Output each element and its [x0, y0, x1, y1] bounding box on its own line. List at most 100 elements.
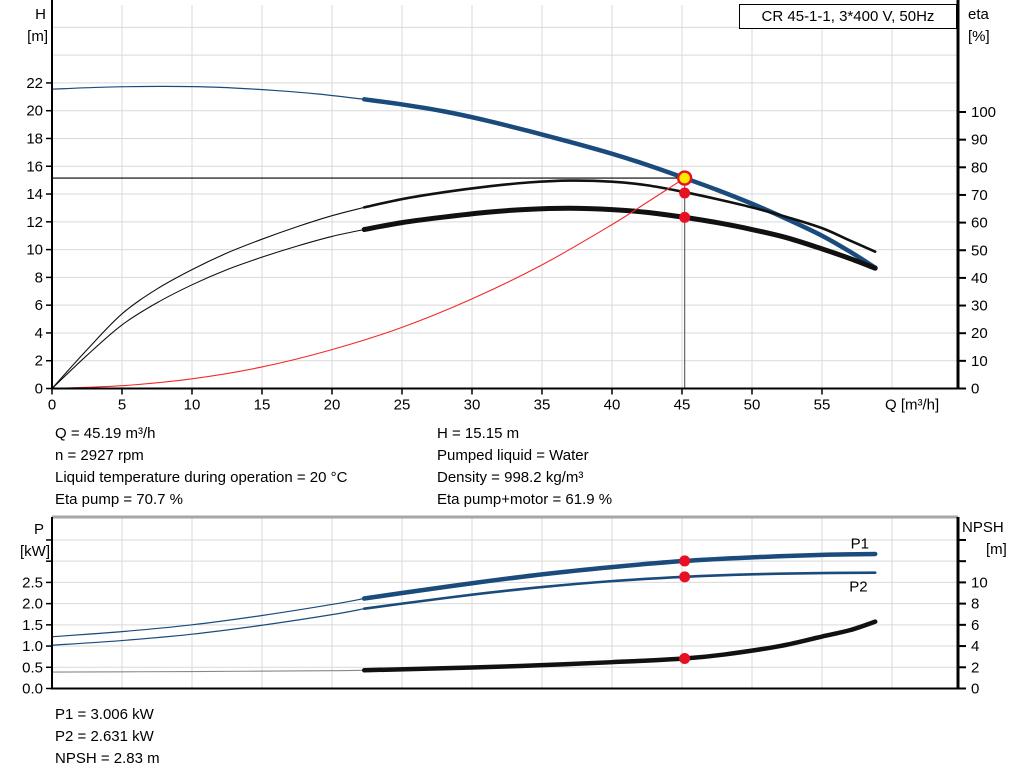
left-tick-label: 22 [26, 75, 43, 92]
npsh-curve-segment [51, 669, 365, 673]
info-flow: Q = 45.19 m³/h [55, 425, 156, 442]
right-axis-title: eta [968, 6, 990, 23]
right-tick-label: 80 [971, 159, 988, 176]
value-marker [679, 555, 691, 567]
left-tick-label: 2.0 [22, 596, 43, 613]
left-axis-title: H [35, 6, 46, 23]
series-head-curve [51, 85, 878, 270]
right-tick-label: 6 [971, 617, 979, 634]
left-tick-label: 0.0 [22, 681, 43, 698]
power-npsh-series: P1 P2 [51, 535, 878, 673]
right-axis-title-unit: [%] [968, 28, 990, 45]
right-tick-label: 0 [971, 381, 979, 398]
left-tick-label: 0.5 [22, 659, 43, 676]
power-info-column: P1 = 3.006 kW P2 = 2.631 kW NPSH = 2.83 … [55, 704, 160, 770]
left-axis-title-unit: [m] [27, 28, 48, 45]
npsh-curve-segment [361, 619, 878, 673]
info-speed: n = 2927 rpm [55, 447, 144, 464]
left-tick-label: 4 [35, 325, 43, 342]
value-marker [679, 211, 691, 223]
right-tick-label: 100 [971, 104, 996, 121]
x-tick-label: 55 [814, 397, 831, 414]
power-npsh-chart: P [kW] NPSH [m] P1 P2 0.0 0.5 1.0 1.5 2.0 2.5 0 2… [20, 515, 1007, 698]
series-npsh-curve [51, 619, 878, 673]
value-marker [679, 571, 691, 583]
left-tick-label: 18 [26, 130, 43, 147]
right-tick-label: 50 [971, 242, 988, 259]
x-tick-label: 45 [674, 397, 691, 414]
info-temperature: Liquid temperature during operation = 20… [55, 469, 348, 486]
info-head: H = 15.15 m [437, 425, 520, 442]
duty-info-left-column: Q = 45.19 m³/h n = 2927 rpm Liquid tempe… [55, 423, 347, 511]
p1-curve-segment [51, 597, 365, 638]
right-tick-label: 40 [971, 270, 988, 287]
left-tick-label: 1.5 [22, 617, 43, 634]
power-axis-title: P [34, 521, 44, 538]
x-axis-label: Q [m³/h] [885, 397, 939, 414]
p2-curve-segment [362, 571, 877, 611]
power-axis-title-unit: [kW] [20, 543, 50, 560]
left-tick-label: 8 [35, 269, 43, 286]
series-label-p2: P2 [849, 579, 867, 596]
info-npsh: NPSH = 2.83 m [55, 750, 160, 767]
value-marker [679, 652, 691, 664]
right-tick-label: 60 [971, 215, 988, 232]
x-tick-label: 10 [184, 397, 201, 414]
head-eta-axes: 0246810121416182022010203040506070809010… [26, 0, 996, 414]
head-eta-chart: H [m] eta [%] 0 2 4 6 8 10 12 14 16 18 20 22 0 10 20 30… [26, 0, 996, 414]
series-p2-curve [51, 571, 877, 646]
x-tick-label: 40 [604, 397, 621, 414]
series-system-curve [51, 177, 686, 390]
left-tick-label: 16 [26, 158, 43, 175]
left-tick-label: 12 [26, 214, 43, 231]
info-eta-pump: Eta pump = 70.7 % [55, 491, 183, 508]
right-tick-label: 8 [971, 596, 979, 613]
left-tick-label: 0 [35, 381, 43, 398]
series-eta-pump-motor-curve [51, 205, 878, 390]
eta-pump-motor-curve-segment [51, 228, 365, 390]
power-npsh-axes: 0.0 0.5 1.0 1.5 2.0 2.5 0 2 4 6 8 10 [22, 517, 988, 698]
info-density: Density = 998.2 kg/m³ [437, 469, 584, 486]
left-tick-label: 6 [35, 297, 43, 314]
duty-info-right-column: H = 15.15 m Pumped liquid = Water Densit… [437, 423, 612, 511]
head-eta-grid [52, 5, 958, 389]
series-p1-curve [51, 551, 878, 638]
right-tick-label: 0 [971, 681, 979, 698]
info-p2: P2 = 2.631 kW [55, 728, 154, 745]
x-tick-label: 35 [534, 397, 551, 414]
head-curve-segment [361, 97, 878, 270]
value-marker [679, 187, 691, 199]
right-tick-label: 10 [971, 574, 988, 591]
duty-point-marker [676, 170, 693, 186]
x-tick-label: 5 [118, 397, 126, 414]
x-tick-label: 0 [48, 397, 56, 414]
info-p1: P1 = 3.006 kW [55, 706, 154, 723]
p1-curve-segment [361, 551, 878, 601]
npsh-axis-title-unit: [m] [986, 541, 1007, 558]
x-tick-label: 20 [324, 397, 341, 414]
eta-pump-motor-curve-segment [361, 205, 878, 271]
x-tick-label: 50 [744, 397, 761, 414]
p2-curve-segment [51, 608, 365, 646]
series-eta-pump-curve [51, 179, 877, 390]
info-liquid: Pumped liquid = Water [437, 447, 589, 464]
right-tick-label: 90 [971, 132, 988, 149]
series-label-p1: P1 [851, 535, 869, 552]
right-tick-label: 20 [971, 325, 988, 342]
pump-title-box: CR 45-1-1, 3*400 V, 50Hz [739, 4, 957, 29]
left-tick-label: 14 [26, 186, 43, 203]
right-tick-label: 30 [971, 298, 988, 315]
left-tick-label: 10 [26, 242, 43, 259]
npsh-axis-title: NPSH [962, 519, 1004, 536]
left-tick-label: 20 [26, 103, 43, 120]
x-tick-label: 30 [464, 397, 481, 414]
left-tick-label: 2 [35, 353, 43, 370]
head-curve-segment [51, 85, 365, 100]
info-eta-pump-motor: Eta pump+motor = 61.9 % [437, 491, 613, 508]
power-npsh-grid [52, 515, 958, 689]
head-eta-series [51, 85, 878, 390]
right-tick-label: 10 [971, 353, 988, 370]
x-tick-label: 15 [254, 397, 271, 414]
right-tick-label: 2 [971, 659, 979, 676]
